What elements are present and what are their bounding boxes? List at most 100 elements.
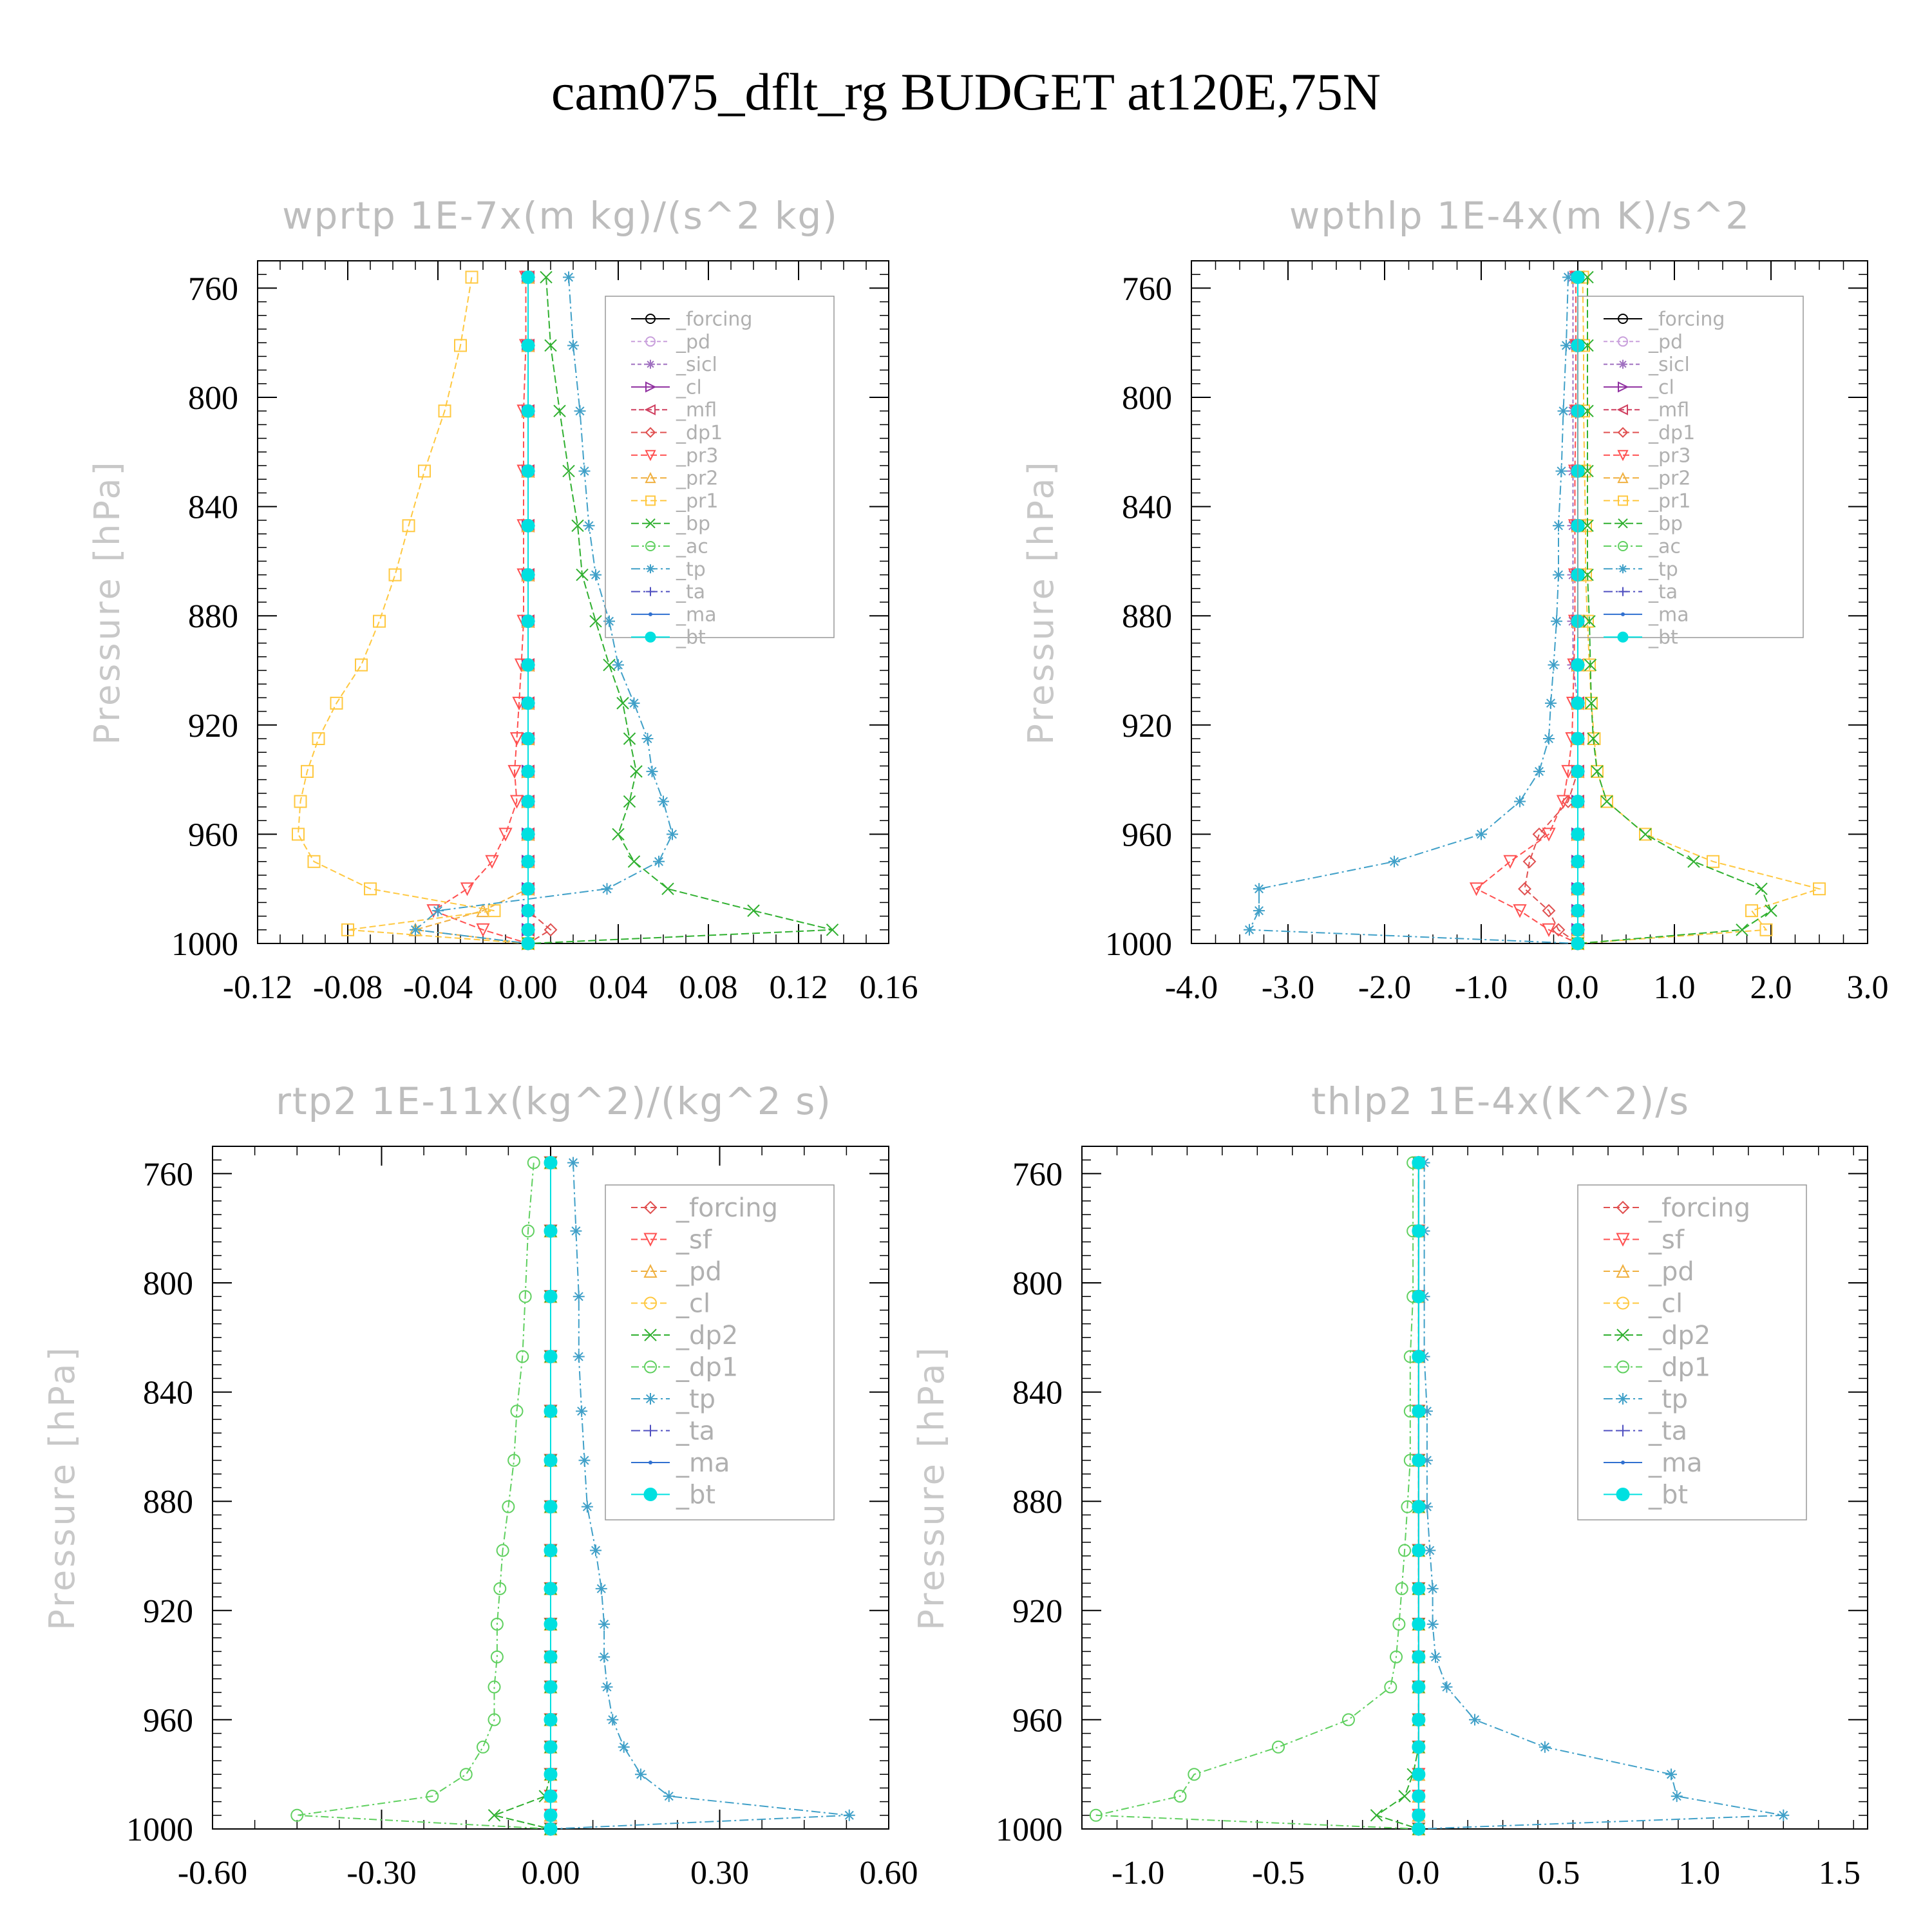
legend-label: _tp — [676, 558, 706, 581]
x-tick-label: 1.0 — [1678, 1855, 1720, 1891]
data-point — [432, 905, 444, 917]
data-point — [1522, 855, 1537, 869]
data-point — [364, 882, 377, 896]
data-point — [1556, 795, 1571, 809]
legend-label: _mfl — [676, 399, 717, 422]
y-tick-label: 760 — [1012, 1156, 1063, 1193]
legend-box — [605, 296, 835, 638]
legend-marker — [1616, 1233, 1630, 1247]
panel-title: wpthlp 1E-4x(m K)/s^2 — [1289, 194, 1750, 238]
series-group — [1089, 1155, 1790, 1837]
data-point — [1571, 923, 1585, 937]
data-point — [1571, 696, 1585, 710]
legend-label: _ac — [676, 536, 708, 558]
data-point — [1571, 764, 1585, 779]
data-point — [1755, 882, 1768, 895]
data-point — [540, 270, 553, 284]
y-tick-label: 960 — [188, 817, 238, 853]
data-point — [1513, 904, 1527, 918]
plot-frame — [1191, 260, 1868, 944]
series-line-dp1 — [527, 277, 552, 944]
data-point — [1581, 270, 1594, 284]
legend-marker — [1618, 541, 1628, 551]
legend-label: _pd — [1648, 331, 1683, 354]
data-point — [476, 903, 490, 918]
data-point — [661, 882, 674, 895]
data-point — [544, 1404, 558, 1418]
series-line-pr1 — [297, 277, 529, 944]
legend-marker — [1617, 471, 1629, 484]
legend-label: _forcing — [676, 308, 752, 331]
data-point — [426, 1790, 439, 1803]
legend-label: _pd — [676, 1257, 722, 1287]
y-axis-label: Pressure [hPa] — [1021, 459, 1061, 744]
data-point — [1412, 1680, 1426, 1694]
series-line-tp — [1248, 277, 1578, 944]
legend-marker — [644, 1360, 657, 1374]
data-point — [1412, 1500, 1426, 1514]
data-point — [544, 1289, 558, 1303]
data-point — [1426, 1618, 1439, 1630]
data-point — [1392, 1618, 1406, 1631]
data-point — [1539, 1741, 1551, 1753]
data-point — [521, 404, 535, 418]
data-point — [490, 1618, 504, 1631]
legend-marker — [645, 427, 656, 438]
data-point — [1370, 1809, 1383, 1822]
data-point — [507, 1454, 521, 1467]
data-point — [1412, 1404, 1426, 1418]
data-point — [1571, 658, 1585, 672]
y-ticks: 760 800 840 880 920 960 1000 — [126, 1146, 889, 1848]
data-point — [627, 855, 641, 868]
plot-frame — [257, 260, 889, 944]
data-point — [521, 764, 535, 779]
data-point — [544, 1454, 558, 1468]
y-tick-label: 840 — [143, 1375, 193, 1412]
y-tick-label: 800 — [188, 380, 238, 417]
legend-marker — [646, 564, 655, 574]
data-point — [1542, 904, 1556, 918]
y-tick-label: 920 — [1012, 1593, 1063, 1630]
data-point — [590, 569, 601, 581]
data-point — [646, 765, 658, 777]
legend-marker — [644, 404, 656, 415]
x-tick-label: -0.08 — [313, 969, 383, 1006]
y-tick-label: 960 — [1122, 817, 1172, 853]
legend-marker — [1618, 495, 1628, 506]
legend-marker — [1618, 587, 1627, 596]
y-tick-label: 960 — [1012, 1702, 1063, 1739]
data-point — [581, 1501, 593, 1513]
y-axis-label: Pressure [hPa] — [87, 459, 128, 744]
data-point — [623, 795, 636, 808]
data-point — [635, 1768, 647, 1781]
data-point — [1514, 795, 1526, 808]
data-point — [290, 1808, 304, 1822]
data-point — [562, 464, 575, 478]
legend-marker — [643, 1200, 658, 1215]
data-point — [1341, 1713, 1355, 1727]
legend-label: _dp1 — [1648, 1353, 1710, 1383]
series-line-dp1 — [297, 1162, 551, 1830]
series-line-pr1 — [1577, 277, 1822, 944]
legend-marker — [1617, 1393, 1629, 1405]
data-point — [1562, 271, 1574, 283]
x-tick-label: -0.30 — [346, 1855, 416, 1891]
data-point — [1469, 1714, 1481, 1726]
data-point — [1398, 1544, 1412, 1557]
data-point — [488, 1713, 501, 1727]
data-point — [498, 828, 513, 842]
data-point — [493, 1582, 507, 1595]
data-point — [573, 1350, 585, 1363]
data-point — [1412, 1454, 1426, 1468]
legend-marker — [1617, 427, 1629, 438]
data-point — [1475, 828, 1487, 840]
data-point — [544, 1544, 558, 1558]
legend-marker — [1618, 518, 1628, 529]
data-point — [544, 1500, 558, 1514]
data-point — [576, 568, 589, 582]
data-point — [1671, 1790, 1683, 1803]
series-line-tp — [413, 277, 674, 944]
legend-label: _ma — [676, 603, 717, 626]
panel-title: wprtp 1E-7x(m kg)/(s^2 kg) — [282, 194, 838, 238]
x-tick-label: 2.0 — [1750, 969, 1792, 1006]
